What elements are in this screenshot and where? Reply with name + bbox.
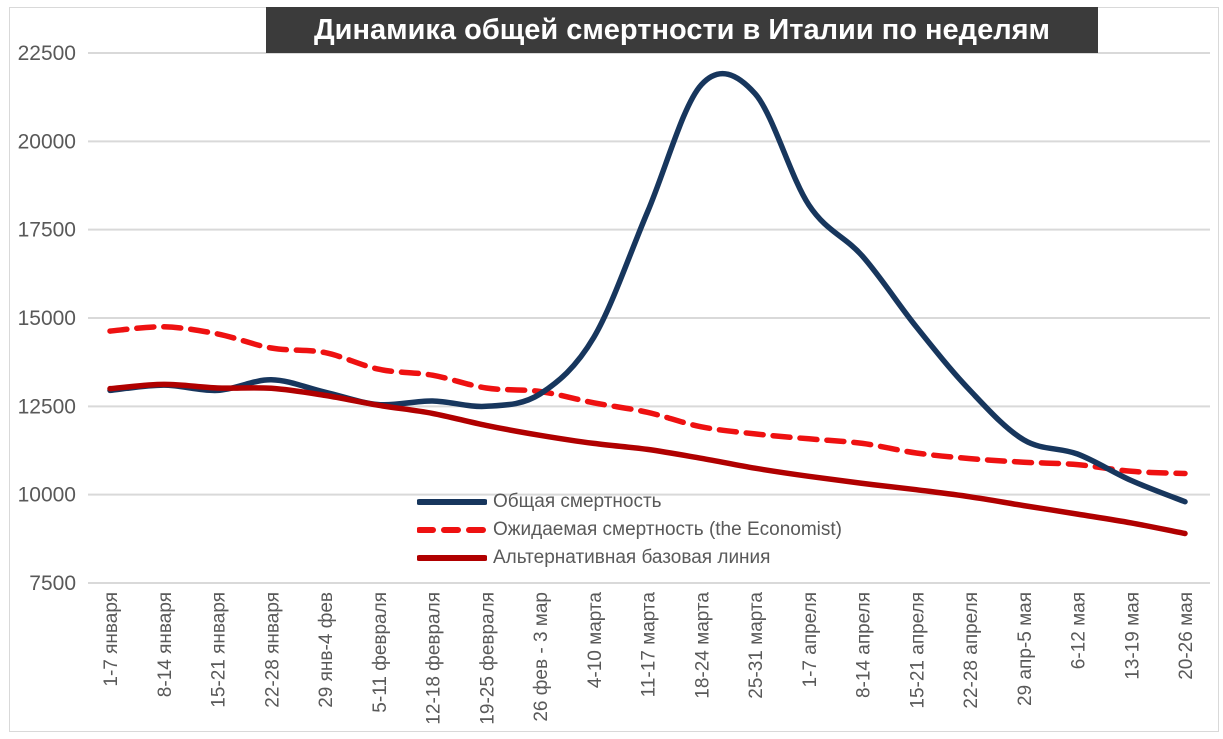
- x-axis-tick-label: 29 янв-4 фев: [316, 592, 337, 708]
- legend-label: Альтернативная базовая линия: [493, 547, 771, 568]
- y-axis-tick-label: 17500: [18, 219, 76, 242]
- y-axis-tick-label: 12500: [18, 395, 76, 418]
- x-axis-tick-label: 15-21 января: [209, 592, 230, 708]
- y-axis-tick-label: 22500: [18, 42, 76, 65]
- series-line-1: [107, 71, 1188, 505]
- x-axis-tick-label: 19-25 февраля: [477, 592, 498, 725]
- x-axis-tick-label: 8-14 апреля: [854, 592, 875, 698]
- legend-label: Общая смертность: [493, 491, 662, 512]
- legend: Общая смертность Ожидаемая смертность (th…: [417, 488, 842, 572]
- legend-label: Ожидаемая смертность (the Economist): [493, 519, 842, 540]
- x-axis-tick-label: 26 фев - 3 мар: [531, 592, 552, 722]
- x-axis-tick-label: 1-7 апреля: [800, 592, 821, 687]
- series-line-3: [107, 381, 1188, 537]
- legend-item: Ожидаемая смертность (the Economist): [417, 516, 842, 544]
- x-axis-tick-label: 12-18 февраля: [424, 592, 445, 725]
- legend-line-swatch: [417, 499, 487, 505]
- x-axis-tick-label: 8-14 января: [155, 592, 176, 697]
- x-axis-tick-label: 22-28 января: [262, 592, 283, 708]
- x-axis-tick-label: 29 апр-5 мая: [1015, 592, 1036, 706]
- x-axis-tick-label: 15-21 апреля: [907, 592, 928, 709]
- y-axis-tick-label: 7500: [29, 572, 76, 595]
- x-axis-tick-label: 6-12 мая: [1069, 592, 1090, 669]
- y-axis-tick-label: 15000: [18, 307, 76, 330]
- x-axis-tick-label: 18-24 марта: [692, 592, 713, 699]
- x-axis-tick-label: 1-7 января: [101, 592, 122, 687]
- series-line-2: [107, 324, 1188, 477]
- x-axis-tick-label: 5-11 февраля: [370, 592, 391, 713]
- chart-title: Динамика общей смертности в Италии по не…: [266, 7, 1098, 53]
- legend-line-swatch: [417, 555, 487, 561]
- y-axis-tick-label: 10000: [18, 484, 76, 507]
- x-axis-tick-label: 4-10 марта: [585, 592, 606, 689]
- y-axis-tick-label: 20000: [18, 130, 76, 153]
- x-axis-tick-label: 20-26 мая: [1176, 592, 1197, 680]
- x-axis-tick-label: 22-28 апреля: [961, 592, 982, 709]
- x-axis-tick-label: 25-31 марта: [746, 592, 767, 699]
- legend-item: Альтернативная базовая линия: [417, 544, 842, 572]
- legend-item: Общая смертность: [417, 488, 842, 516]
- x-axis-tick-label: 13-19 мая: [1122, 592, 1143, 680]
- x-axis-tick-label: 11-17 марта: [639, 592, 660, 698]
- legend-line-swatch: [417, 527, 487, 533]
